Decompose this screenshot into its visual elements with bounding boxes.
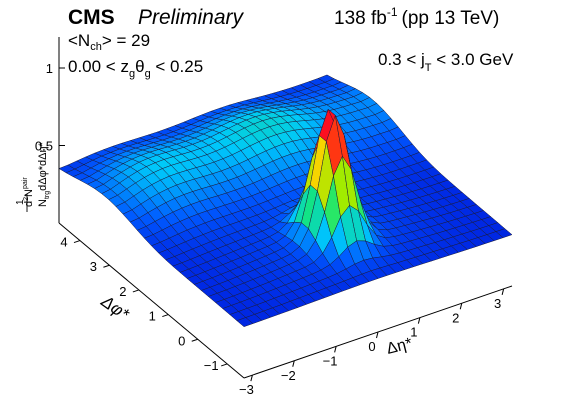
y-axis-line bbox=[58, 222, 245, 379]
x-axis-tick bbox=[376, 331, 379, 339]
x-axis-tick bbox=[417, 317, 421, 324]
y-axis-tick bbox=[73, 240, 81, 244]
jt-annotation: 0.3 < jT < 3.0 GeV bbox=[378, 50, 514, 74]
x-axis-title: Δη* bbox=[385, 335, 414, 358]
preliminary-label: Preliminary bbox=[138, 6, 245, 29]
y-axis-tick bbox=[221, 363, 228, 367]
svg-text:1: 1 bbox=[15, 199, 26, 205]
x-tick-label: 1 bbox=[410, 325, 417, 340]
y-tick-label: 1 bbox=[149, 309, 156, 324]
lumi-label: 138 fb-1 (pp 13 TeV) bbox=[334, 5, 499, 29]
y-tick-label: 3 bbox=[90, 259, 97, 274]
y-tick-label: −1 bbox=[204, 358, 219, 373]
x-axis-tick bbox=[334, 346, 337, 353]
x-axis-tick bbox=[250, 375, 253, 382]
y-tick-label: 0 bbox=[178, 333, 185, 348]
cms-label: CMS bbox=[68, 6, 115, 29]
y-tick-label: 4 bbox=[60, 235, 67, 250]
z-axis-label: 1 d2Npair NtrgdΔφ*dΔη* bbox=[15, 141, 51, 212]
surface-plot bbox=[58, 74, 513, 327]
x-tick-label: 2 bbox=[452, 310, 459, 325]
x-tick-label: −3 bbox=[239, 382, 254, 397]
x-axis-tick bbox=[501, 288, 505, 295]
nch-annotation: <Nch> = 29 bbox=[68, 31, 150, 53]
x-tick-label: 3 bbox=[494, 296, 501, 311]
y-axis-tick bbox=[191, 338, 198, 342]
y-axis-tick bbox=[132, 289, 140, 293]
z-tick-label: 0.5 bbox=[35, 139, 53, 154]
y-tick-label: 2 bbox=[119, 284, 126, 299]
surface-cell bbox=[495, 228, 513, 238]
x-tick-label: −1 bbox=[323, 353, 338, 368]
x-axis-tick bbox=[459, 303, 463, 310]
zg-annotation: 0.00 < zgθg < 0.25 bbox=[68, 57, 203, 80]
x-tick-label: −2 bbox=[281, 368, 296, 383]
z-tick-label: 1 bbox=[46, 61, 53, 76]
y-axis-tick bbox=[162, 314, 169, 318]
svg-text:d2Npair: d2Npair bbox=[22, 177, 35, 207]
y-axis-tick bbox=[103, 264, 110, 268]
x-tick-label: 0 bbox=[368, 339, 375, 354]
x-axis-tick bbox=[292, 360, 295, 367]
plot-axes: −3 −2 −1 0 1 2 3 −1 0 1 2 3 4 0.5 1 bbox=[35, 37, 513, 397]
svg-text:NtrgdΔφ*dΔη*: NtrgdΔφ*dΔη* bbox=[37, 141, 51, 207]
y-axis-title: Δφ* bbox=[97, 291, 134, 325]
